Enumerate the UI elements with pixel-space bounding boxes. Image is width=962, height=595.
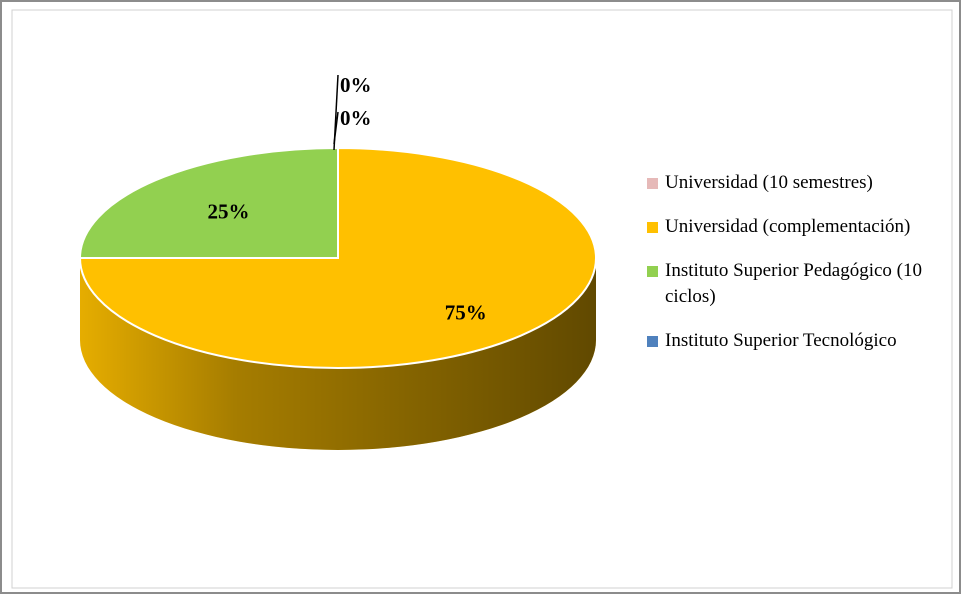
legend-swatch bbox=[647, 222, 658, 233]
data-label: 0% bbox=[340, 106, 372, 130]
legend-label: Universidad (complementación) bbox=[665, 216, 911, 237]
slice bbox=[78, 146, 339, 259]
slice bbox=[78, 146, 597, 369]
legend: Universidad (10 semestres) Universidad (c… bbox=[645, 170, 955, 372]
legend-item: Universidad (complementación) bbox=[645, 214, 950, 240]
legend-swatch bbox=[647, 178, 658, 189]
data-label: 75% bbox=[445, 300, 487, 324]
legend-item: Universidad (10 semestres) bbox=[645, 170, 950, 196]
legend-label: Instituto Superior Tecnológico bbox=[665, 330, 897, 351]
legend-swatch bbox=[647, 266, 658, 277]
data-label: 25% bbox=[208, 199, 250, 223]
leader-line bbox=[333, 111, 339, 145]
legend-swatch bbox=[647, 336, 658, 347]
data-label: 0% bbox=[340, 73, 372, 97]
legend-label: Universidad (10 semestres) bbox=[665, 172, 873, 193]
legend-item: Instituto Superior Tecnológico bbox=[645, 328, 950, 354]
legend-label: Instituto Superior Pedagógico (10 ciclos… bbox=[665, 260, 922, 307]
legend-item: Instituto Superior Pedagógico (10 ciclos… bbox=[645, 258, 950, 310]
slice-side-shade bbox=[80, 258, 596, 450]
inner-frame bbox=[11, 9, 953, 589]
